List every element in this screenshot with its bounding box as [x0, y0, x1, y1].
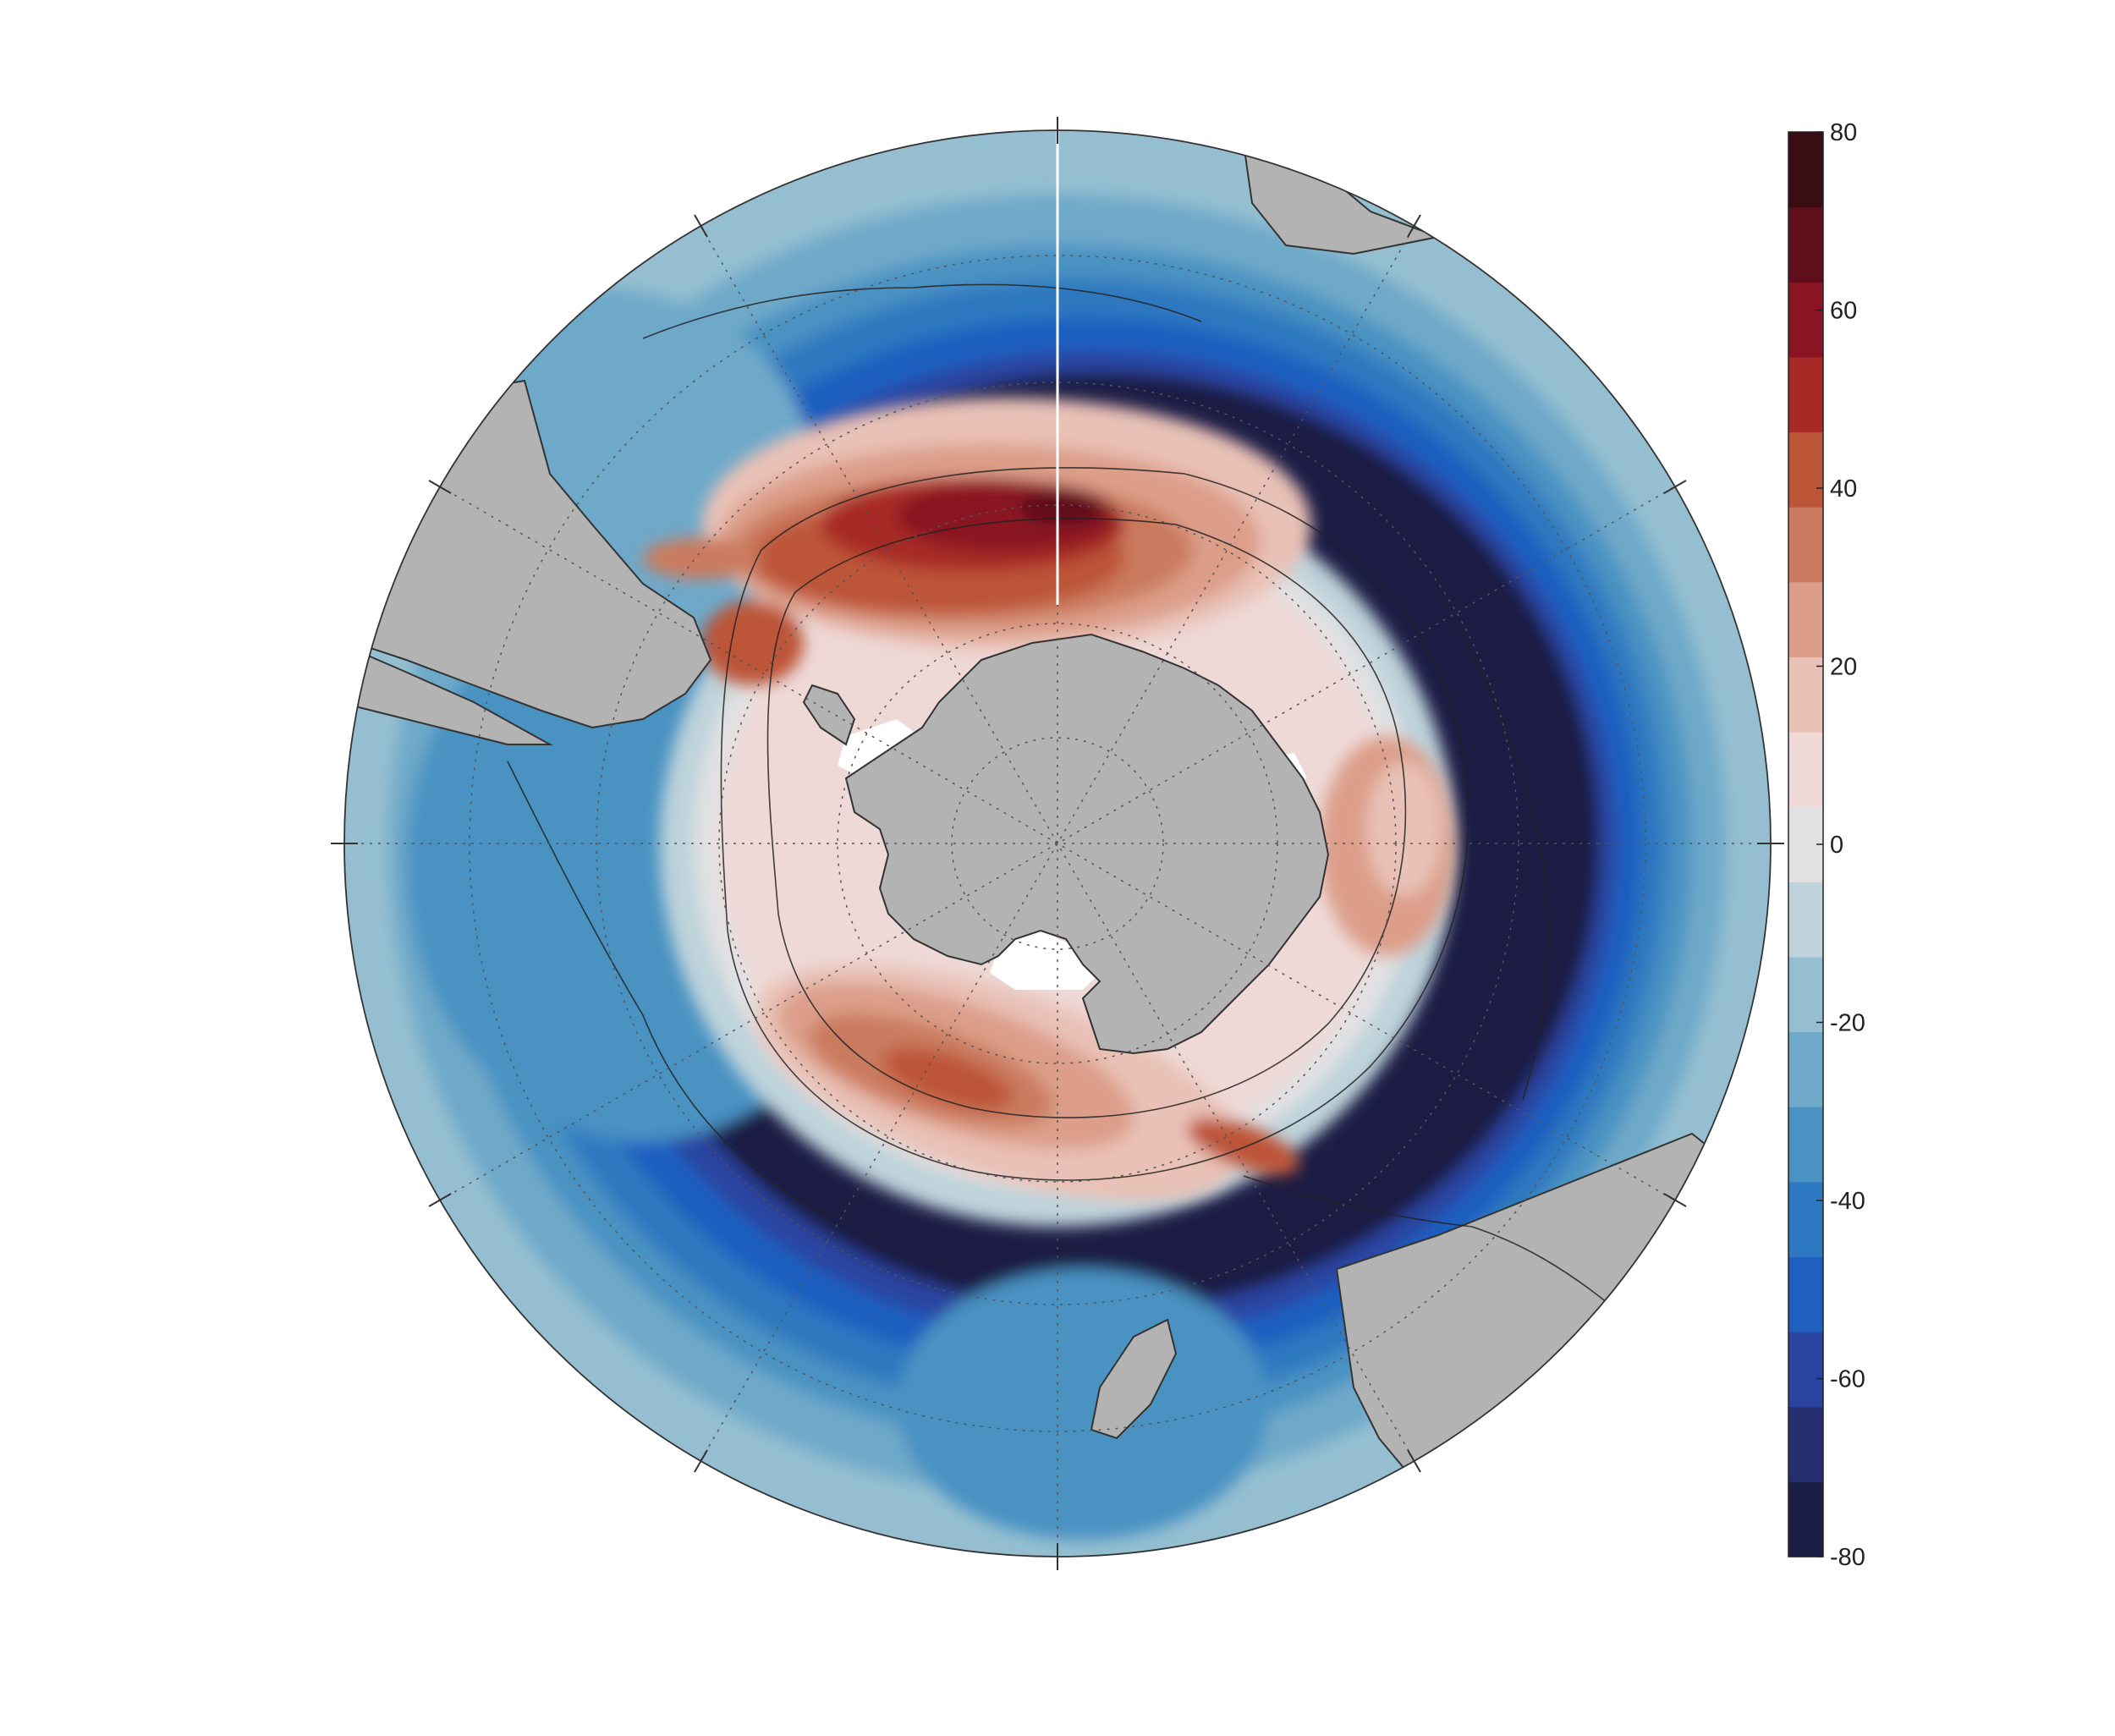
colorbar-block — [1788, 581, 1823, 658]
colorbar-tick-label: -80 — [1830, 1544, 1865, 1571]
bathymetry-contours — [507, 283, 1608, 1304]
colorbar-block — [1788, 1406, 1823, 1482]
colorbar-tick-label: 60 — [1830, 298, 1857, 325]
colorbar-block — [1788, 356, 1823, 433]
colorbar-tick-label: 40 — [1830, 475, 1857, 503]
colorbar-block — [1788, 507, 1823, 583]
colorbar-block — [1788, 956, 1823, 1033]
colorbar-block — [1788, 132, 1823, 208]
positive-anomaly-east — [1320, 736, 1455, 956]
colorbar-block — [1788, 1332, 1823, 1408]
colorbar-tick-label: 0 — [1830, 832, 1843, 859]
positive-anomaly-south — [755, 964, 1300, 1201]
map-disc — [344, 130, 1771, 1557]
colorbar-block — [1788, 1256, 1823, 1332]
colorbar-tick-label: -40 — [1830, 1188, 1865, 1215]
colorbar-block — [1788, 732, 1823, 808]
colorbar-ticks: 80 60 40 20 0 -20 -40 -60 -80 — [1816, 119, 1865, 1571]
colorbar-block — [1788, 1481, 1823, 1557]
colorbar-tick-label: 20 — [1830, 654, 1857, 681]
colorbar-block — [1788, 206, 1823, 283]
colorbar-block — [1788, 656, 1823, 733]
graticule — [344, 130, 1771, 1557]
colorbar-block — [1788, 1031, 1823, 1107]
colorbar-blocks — [1788, 132, 1823, 1557]
colorbar-block — [1788, 1181, 1823, 1258]
colorbar: 80 60 40 20 0 -20 -40 -60 -80 — [1788, 119, 1865, 1571]
colorbar-tick-label: -20 — [1830, 1010, 1865, 1037]
longitude-ticks — [331, 117, 1784, 1570]
colorbar-block — [1788, 882, 1823, 958]
colorbar-tick-label: -60 — [1830, 1366, 1865, 1393]
land-new-zealand — [1090, 1318, 1178, 1440]
colorbar-tick-label: 80 — [1830, 119, 1857, 146]
land-antarctica — [844, 633, 1330, 1055]
colorbar-block — [1788, 282, 1823, 358]
land-antarctic-peninsula — [802, 684, 856, 746]
positive-anomaly-north — [643, 398, 1311, 685]
colorbar-block — [1788, 431, 1823, 508]
colorbar-block — [1788, 1107, 1823, 1183]
